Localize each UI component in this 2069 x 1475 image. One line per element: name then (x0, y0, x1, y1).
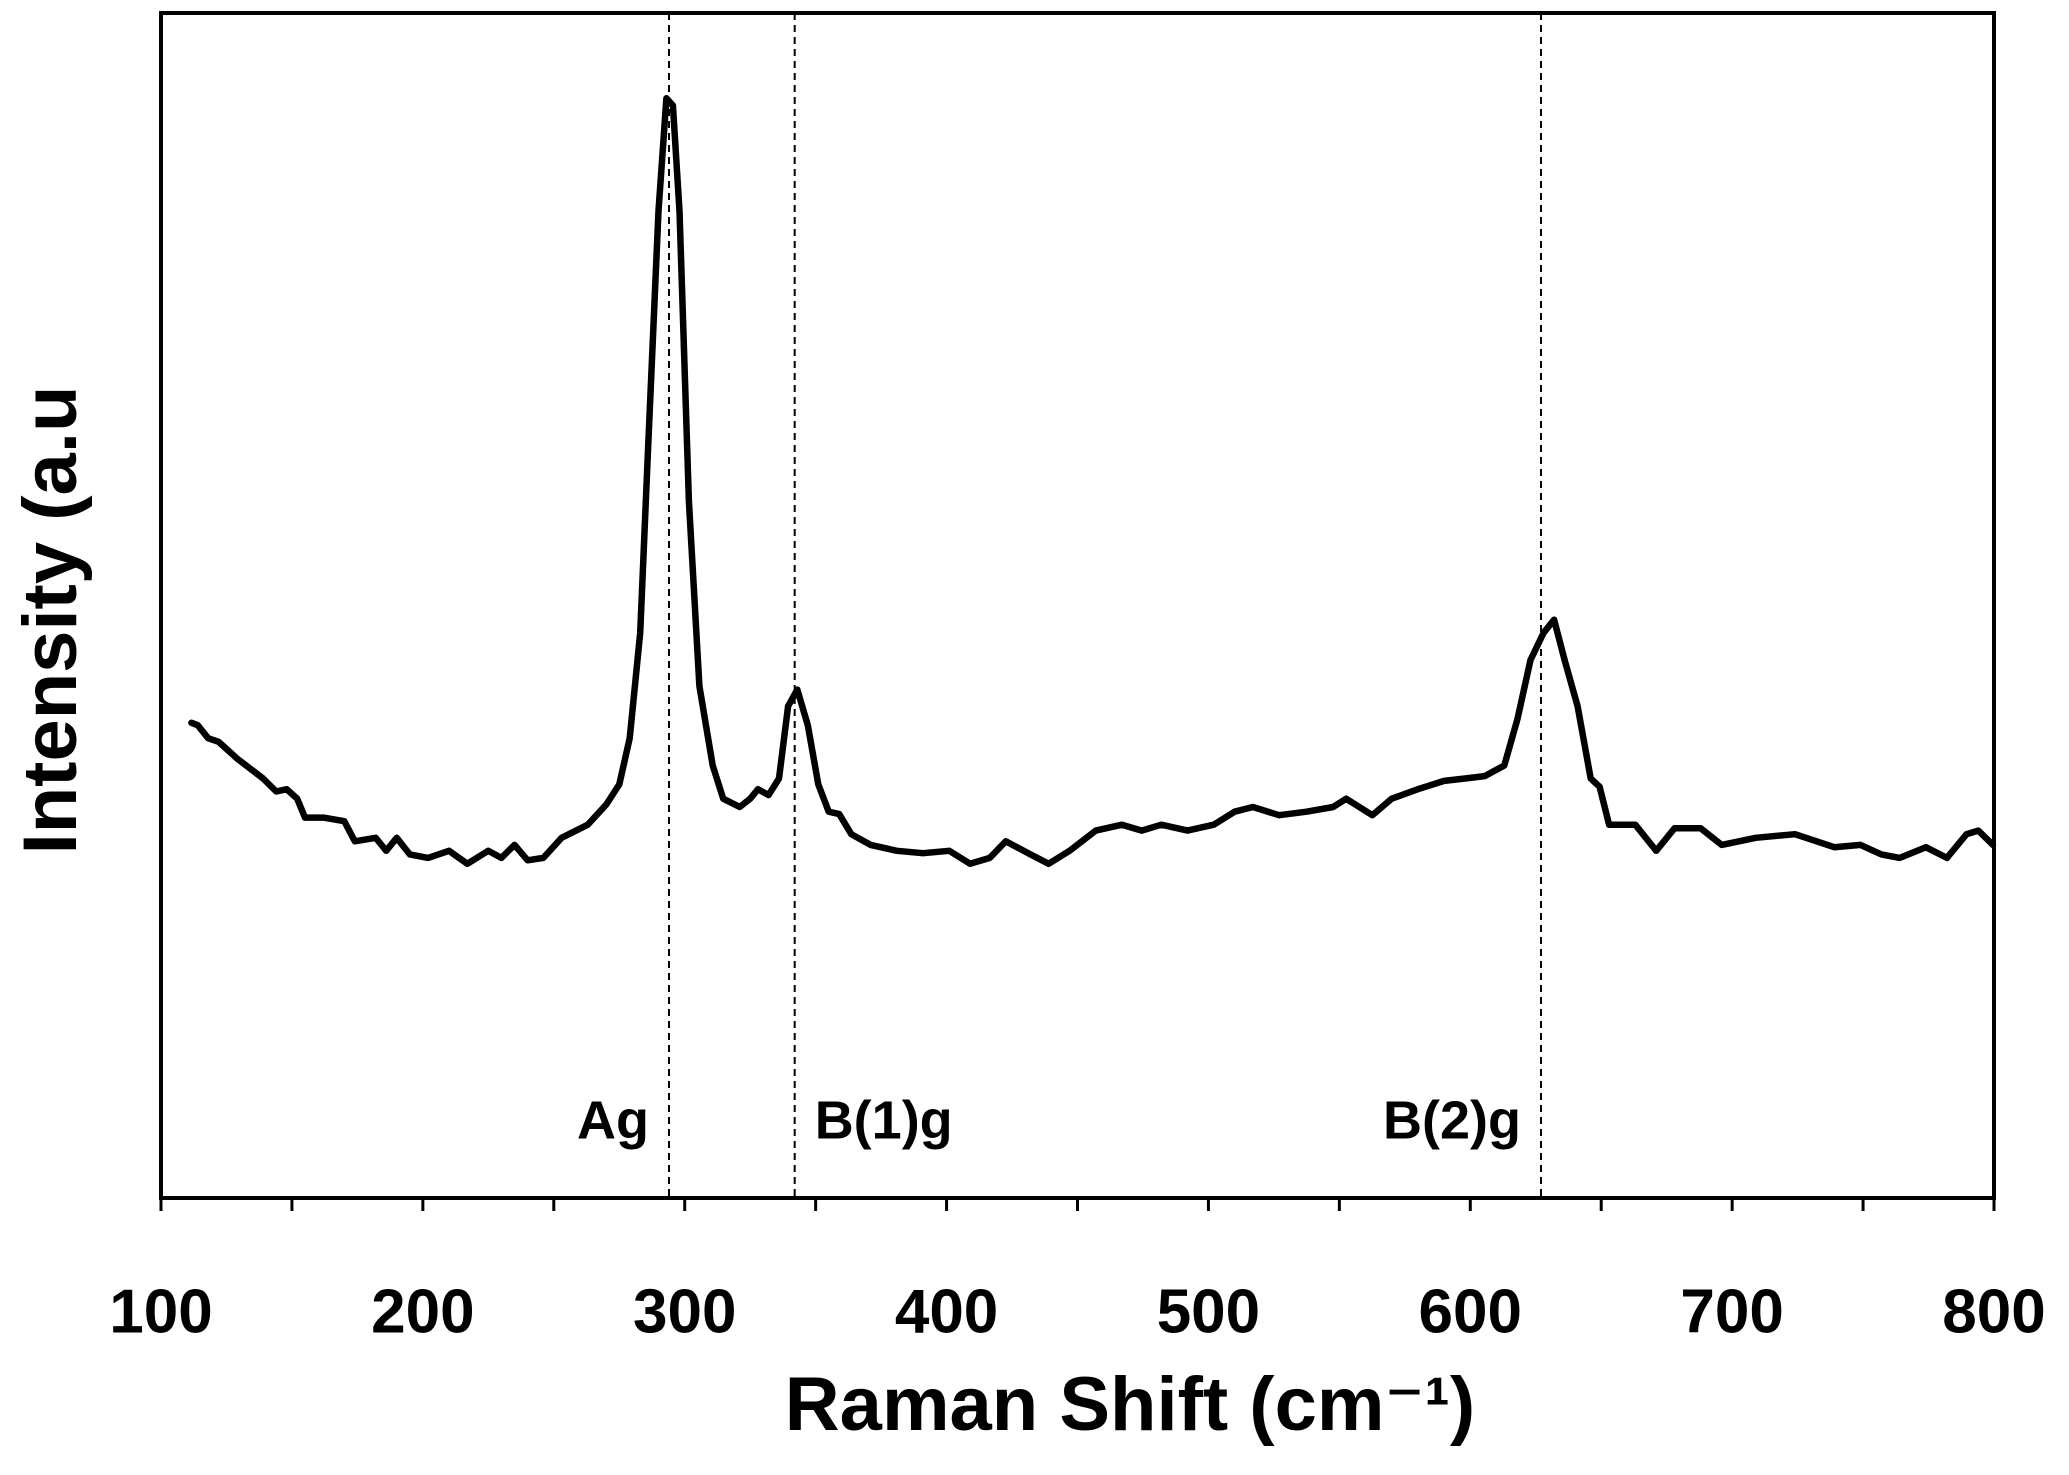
plot-frame (159, 11, 1996, 1200)
data-line (188, 95, 1997, 868)
x-tick-label: 100 (109, 1277, 212, 1346)
x-axis-title: Raman Shift (cm⁻¹) (785, 1362, 1475, 1447)
x-tick-label: 300 (633, 1277, 736, 1346)
x-tick-label: 600 (1419, 1277, 1522, 1346)
x-tick-label: 700 (1680, 1277, 1783, 1346)
x-tick-label: 800 (1942, 1277, 2045, 1346)
x-tick-label: 200 (371, 1277, 474, 1346)
annotation-label: B(1)g (815, 1090, 953, 1150)
x-tick-label: 400 (895, 1277, 998, 1346)
x-tick-label: 500 (1157, 1277, 1260, 1346)
annotation-label: B(2)g (1383, 1090, 1521, 1150)
annotation-label: Ag (577, 1090, 649, 1150)
y-axis-title: Intensity (a.u (8, 386, 93, 855)
